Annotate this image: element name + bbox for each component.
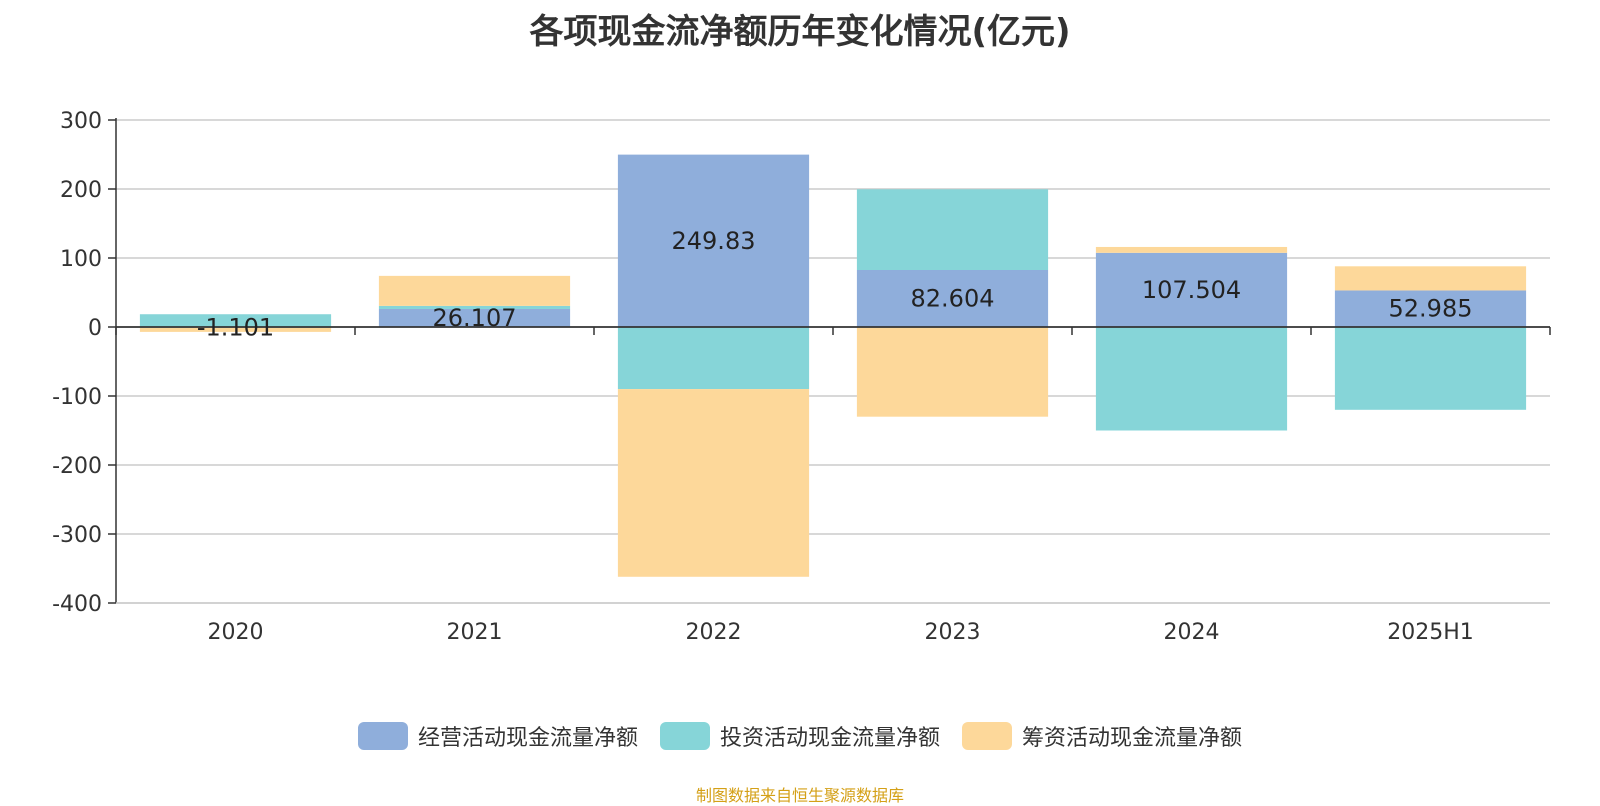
- bar-segment: [1095, 327, 1288, 431]
- legend-swatch: [962, 722, 1012, 750]
- bar-segment: [139, 327, 332, 332]
- y-tick-label: 0: [88, 316, 102, 341]
- y-tick-label: 300: [60, 109, 102, 134]
- data-label: 26.107: [433, 304, 517, 332]
- x-tick-label: 2023: [925, 620, 981, 645]
- bar-segment: [856, 189, 1049, 271]
- legend-item[interactable]: 投资活动现金流量净额: [659, 720, 940, 752]
- bar-segment: [1095, 246, 1288, 253]
- data-label: -1.101: [197, 313, 274, 341]
- bar-segment: [378, 305, 571, 309]
- bar-segment: [617, 389, 810, 577]
- bar-segment: [856, 327, 1049, 417]
- y-tick-label: -400: [52, 592, 102, 617]
- legend-item[interactable]: 经营活动现金流量净额: [357, 720, 638, 752]
- y-tick-label: 100: [60, 247, 102, 272]
- source-note: 制图数据来自恒生聚源数据库: [695, 786, 904, 805]
- bar-segment: [1334, 290, 1527, 327]
- bar-segment: [378, 275, 571, 306]
- chart-title: 各项现金流净额历年变化情况(亿元): [529, 12, 1071, 52]
- bar-segment: [617, 154, 810, 327]
- bar-segment: [1334, 327, 1527, 410]
- legend-item[interactable]: 筹资活动现金流量净额: [962, 720, 1242, 752]
- bar-segment: [617, 327, 810, 390]
- x-tick-label: 2021: [447, 620, 503, 645]
- y-tick-label: -200: [52, 454, 102, 479]
- bar-segment: [378, 308, 571, 327]
- data-label: 249.83: [672, 227, 756, 255]
- y-tick-label: -300: [52, 523, 102, 548]
- legend: 经营活动现金流量净额 投资活动现金流量净额 筹资活动现金流量净额: [0, 720, 1600, 752]
- x-tick-label: 2022: [686, 620, 742, 645]
- x-tick-label: 2025H1: [1387, 620, 1474, 645]
- legend-label: 筹资活动现金流量净额: [1022, 726, 1243, 751]
- data-label: 82.604: [911, 285, 995, 313]
- legend-swatch: [357, 722, 408, 750]
- bar-segment: [1334, 266, 1527, 291]
- legend-label: 投资活动现金流量净额: [719, 726, 940, 751]
- bar-segment: [856, 270, 1049, 327]
- y-tick-label: 200: [60, 178, 102, 203]
- data-label: 52.985: [1389, 295, 1473, 323]
- x-tick-label: 2024: [1164, 620, 1220, 645]
- legend-label: 经营活动现金流量净额: [417, 726, 638, 751]
- data-label: 107.504: [1142, 276, 1241, 304]
- y-tick-label: -100: [52, 385, 102, 410]
- bar-segment: [1095, 252, 1288, 327]
- legend-swatch: [659, 722, 710, 750]
- x-tick-label: 2020: [208, 620, 264, 645]
- bar-segment: [139, 314, 332, 327]
